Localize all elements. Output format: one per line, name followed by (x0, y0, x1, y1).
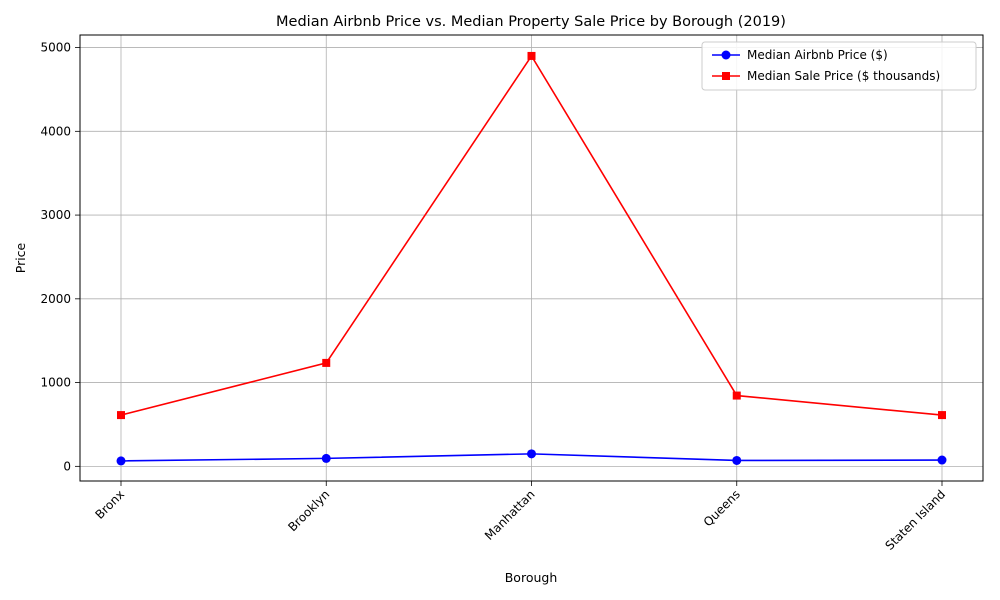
y-tick-label: 2000 (40, 292, 71, 306)
legend-marker-airbnb (721, 50, 731, 60)
series-1-point (117, 411, 125, 420)
grid-lines (80, 35, 983, 481)
legend-label-airbnb: Median Airbnb Price ($) (747, 48, 888, 62)
legend-box (701, 41, 977, 91)
y-tick-label: 0 (63, 459, 71, 473)
y-tick-label: 5000 (40, 41, 71, 55)
legend-label-sale: Median Sale Price ($ thousands) (747, 69, 940, 83)
y-tick-label: 3000 (40, 208, 71, 222)
series-0-point (937, 455, 947, 465)
series-1-point (732, 391, 741, 400)
series-1-point (527, 51, 536, 60)
x-tick-label: Queens (701, 487, 743, 529)
x-axis-ticks: Bronx Brooklyn Manhattan Queens Staten Islan… (93, 481, 948, 553)
x-tick-label: Staten Island (882, 487, 948, 553)
plot-series (116, 51, 947, 466)
chart-title: Median Airbnb Price vs. Median Property … (276, 14, 786, 30)
series-1-point (322, 358, 331, 367)
series-0-point (321, 453, 331, 463)
y-axis-ticks: 0 1000 2000 3000 4000 5000 (40, 41, 80, 473)
legend: Median Airbnb Price ($) Median Sale Pric… (701, 41, 977, 91)
series-0-point (116, 456, 126, 466)
y-tick-label: 4000 (40, 124, 71, 138)
series-1-point (938, 411, 946, 420)
y-tick-label: 1000 (40, 376, 71, 390)
y-axis-label: Price (13, 242, 28, 273)
legend-marker-sale (722, 72, 730, 80)
series-0-point (732, 455, 742, 465)
x-axis-label: Borough (505, 570, 558, 585)
series-0-point (527, 449, 536, 459)
x-tick-label: Manhattan (482, 487, 538, 543)
x-tick-label: Brooklyn (285, 487, 332, 534)
x-tick-label: Bronx (93, 487, 128, 522)
